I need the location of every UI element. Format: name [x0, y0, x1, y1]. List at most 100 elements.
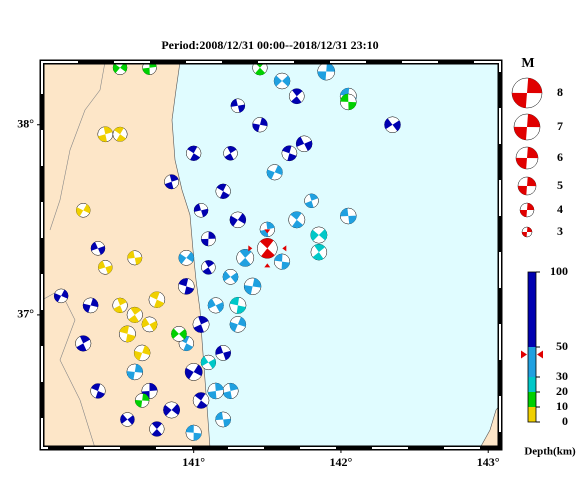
focal-mechanism [229, 296, 247, 314]
focal-mechanism [304, 193, 319, 209]
ball-quadrant [305, 200, 314, 208]
focal-mechanism [229, 316, 247, 333]
lon-label: 143° [477, 455, 500, 469]
ball-quadrant [229, 297, 240, 306]
ball-quadrant [185, 424, 194, 433]
ball-quadrant [522, 231, 527, 237]
focal-mechanism [192, 315, 210, 333]
focal-mechanism [141, 316, 158, 333]
focal-mechanism [90, 241, 106, 256]
ball-quadrant [208, 358, 216, 369]
ball-quadrant [261, 248, 275, 259]
colorbar-segment [528, 377, 536, 392]
ball-quadrant [274, 165, 283, 176]
lon-label: 141° [182, 455, 205, 469]
legend-ball [521, 226, 533, 238]
ball-quadrant [516, 157, 527, 169]
ball-quadrant [312, 252, 324, 261]
ball-quadrant [163, 404, 172, 417]
ball-quadrant [215, 302, 224, 313]
ball-quadrant [314, 244, 326, 253]
focal-mechanism [236, 249, 255, 267]
focal-mechanism [75, 335, 92, 352]
ball-quadrant [274, 253, 283, 262]
ball-quadrant [207, 298, 216, 309]
ball-quadrant [222, 390, 232, 399]
focal-mechanism [149, 421, 165, 437]
ball-quadrant [282, 75, 291, 87]
legend-label: 7 [557, 119, 563, 133]
colorbar-segment [528, 407, 536, 422]
ball-quadrant [326, 62, 335, 72]
ball-quadrant [310, 229, 319, 241]
ball-quadrant [227, 146, 237, 154]
ball-quadrant [130, 307, 142, 315]
ball-quadrant [259, 117, 268, 127]
ball-quadrant [142, 393, 150, 401]
focal-mechanism [192, 392, 210, 409]
ball-quadrant [187, 145, 198, 154]
ball-quadrant [103, 126, 113, 135]
ball-quadrant [527, 227, 532, 233]
ball-quadrant [183, 343, 193, 351]
ball-quadrant [392, 120, 401, 132]
focal-mechanism [112, 62, 128, 75]
ball-quadrant [149, 320, 158, 331]
ball-quadrant [193, 432, 202, 441]
magnitude-title: M [521, 56, 534, 71]
ball-quadrant [340, 93, 349, 102]
lat-label: 37° [17, 307, 34, 321]
focal-mechanism [243, 277, 262, 296]
ball-quadrant [149, 291, 160, 300]
ball-quadrant [384, 118, 393, 130]
ball-quadrant [190, 153, 200, 161]
ball-quadrant [193, 364, 203, 377]
ball-quadrant [116, 134, 126, 142]
focal-mechanism [230, 98, 246, 113]
ball-quadrant [178, 253, 187, 264]
ball-quadrant [125, 333, 136, 343]
ball-quadrant [98, 260, 106, 270]
focal-mechanism [384, 116, 401, 133]
ball-quadrant [215, 345, 224, 355]
legend-label: 8 [557, 85, 563, 99]
colorbar-label: 10 [556, 399, 568, 413]
focal-mechanism [186, 145, 202, 161]
colorbar-label: 30 [556, 369, 568, 383]
legend-ball [519, 202, 535, 218]
ball-quadrant [178, 329, 187, 340]
focal-mechanism [97, 126, 114, 143]
focal-mechanism [53, 288, 69, 304]
ball-quadrant [309, 193, 318, 201]
ball-quadrant [208, 231, 216, 239]
focal-mechanism [252, 117, 268, 133]
focal-mechanism [273, 253, 291, 270]
ball-quadrant [79, 335, 91, 344]
ball-quadrant [164, 181, 174, 189]
ball-quadrant [128, 314, 139, 323]
focal-mechanism [98, 260, 113, 275]
legend-label: 5 [557, 178, 563, 192]
focal-mechanism [200, 354, 217, 371]
focal-mechanism [340, 207, 357, 225]
ball-quadrant [229, 321, 238, 332]
focal-mechanism [133, 344, 151, 362]
ball-quadrant [186, 251, 194, 263]
ball-quadrant [201, 356, 209, 367]
ball-quadrant [219, 191, 230, 199]
ball-quadrant [151, 421, 162, 429]
focal-mechanism [222, 269, 239, 285]
ball-quadrant [149, 383, 158, 391]
ball-quadrant [90, 298, 99, 308]
legend-label: 4 [557, 202, 563, 216]
ball-quadrant [151, 428, 162, 437]
focal-mechanism [340, 93, 357, 111]
focal-mechanism [126, 306, 143, 323]
legend-ball [517, 176, 537, 196]
ball-quadrant [527, 78, 542, 94]
ball-quadrant [237, 213, 246, 224]
ball-quadrant [119, 325, 129, 334]
legend-label: 6 [557, 150, 563, 164]
ball-quadrant [120, 414, 128, 424]
